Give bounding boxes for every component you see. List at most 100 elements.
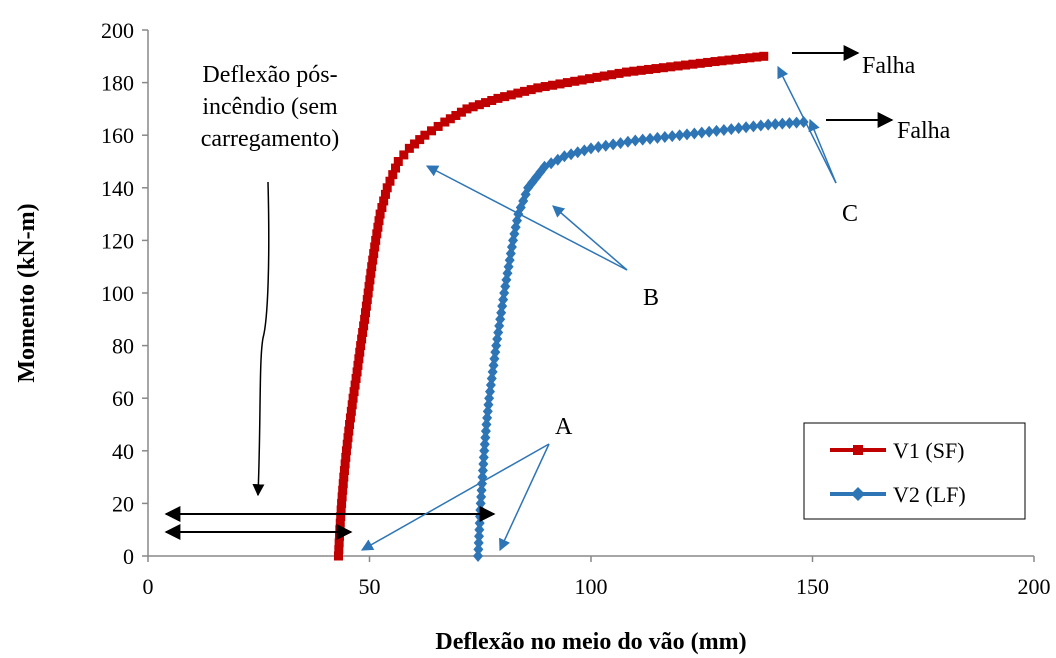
y-tick-label: 180 [101,71,134,96]
annotation-a: A [360,414,573,552]
data-point [637,133,648,146]
data-point [487,95,497,105]
data-point [355,347,365,357]
deflection-label-line1: Deflexão pós- [202,62,337,88]
data-point [357,334,367,344]
data-point [622,135,633,148]
data-point [365,275,375,285]
data-point [513,88,523,98]
x-tick-label: 200 [1018,574,1051,599]
data-point [347,400,357,410]
data-point [445,114,455,124]
data-point [334,538,344,548]
data-point [344,426,354,436]
data-point [615,137,626,150]
data-point [599,71,609,81]
data-point [362,295,372,305]
x-tick-label: 50 [359,574,381,599]
data-point [375,209,385,219]
data-point [666,62,676,72]
data-point [674,129,685,142]
data-point [704,125,715,138]
legend-label-v2: V2 (LF) [893,482,966,507]
data-point [645,132,656,145]
data-point [474,530,485,543]
data-point [481,98,491,108]
data-point [703,57,713,67]
legend-label-v1: V1 (SF) [893,438,965,463]
data-point [342,439,352,449]
data-point [361,308,371,318]
data-point [607,70,617,80]
data-point [338,485,348,495]
data-point [382,183,392,193]
data-point [346,406,356,416]
data-point [371,235,381,245]
data-point [345,413,355,423]
data-point [367,262,377,272]
deflection-label-line2: incêndio (sem [202,94,338,120]
data-point [335,518,345,528]
y-tick-label: 160 [101,123,134,148]
x-tick-label: 150 [796,574,829,599]
data-point [711,124,722,137]
data-point [555,79,565,89]
data-point [738,54,748,64]
data-point [339,466,349,476]
data-point [748,120,759,133]
data-point [681,128,692,141]
data-point [360,314,370,324]
data-point [474,100,484,110]
data-point [476,490,487,503]
data-point [354,354,364,364]
data-point [533,83,543,93]
data-point [351,373,361,383]
data-point [572,146,583,159]
data-point [673,61,683,71]
x-tick-label: 0 [143,574,154,599]
data-point [476,484,487,497]
data-point [473,536,484,549]
data-point [334,544,344,554]
data-point [752,52,762,62]
data-point [526,85,536,95]
data-point [652,131,663,144]
post-fire-deflection-annotation: Deflexão pós- incêndio (sem carregamento… [164,62,496,540]
data-point [726,123,737,136]
data-point [359,321,369,331]
data-point [373,222,383,232]
data-point [724,55,734,65]
data-point [636,65,646,75]
legend: V1 (SF) V2 (LF) [803,422,1026,520]
data-point [372,229,382,239]
legend-box [803,422,1026,520]
data-point [630,134,641,147]
annotation-c: C [777,65,858,227]
data-point [629,66,639,76]
y-tick-label: 40 [112,439,134,464]
series-2 [473,116,809,562]
data-point [391,163,401,173]
failure-annotation-2: Falha [826,112,951,144]
legend-entry-v1: V1 (SF) [830,438,965,463]
failure-label-2: Falha [897,118,951,144]
data-point [388,170,398,180]
data-point [506,90,516,100]
data-point [659,130,670,143]
y-tick-label: 20 [112,491,134,516]
label-a: A [555,414,573,440]
data-point [369,249,379,259]
data-point [462,104,472,114]
data-point [593,141,604,154]
data-point [614,68,624,78]
data-point [370,242,380,252]
failure-label-1: Falha [862,53,916,79]
data-point [364,281,374,291]
y-tick-label: 140 [101,176,134,201]
data-point [456,107,466,117]
data-point [339,472,349,482]
data-point [349,387,359,397]
failure-annotation-1: Falha [792,45,916,79]
data-point [468,102,478,112]
data-point [427,126,437,136]
